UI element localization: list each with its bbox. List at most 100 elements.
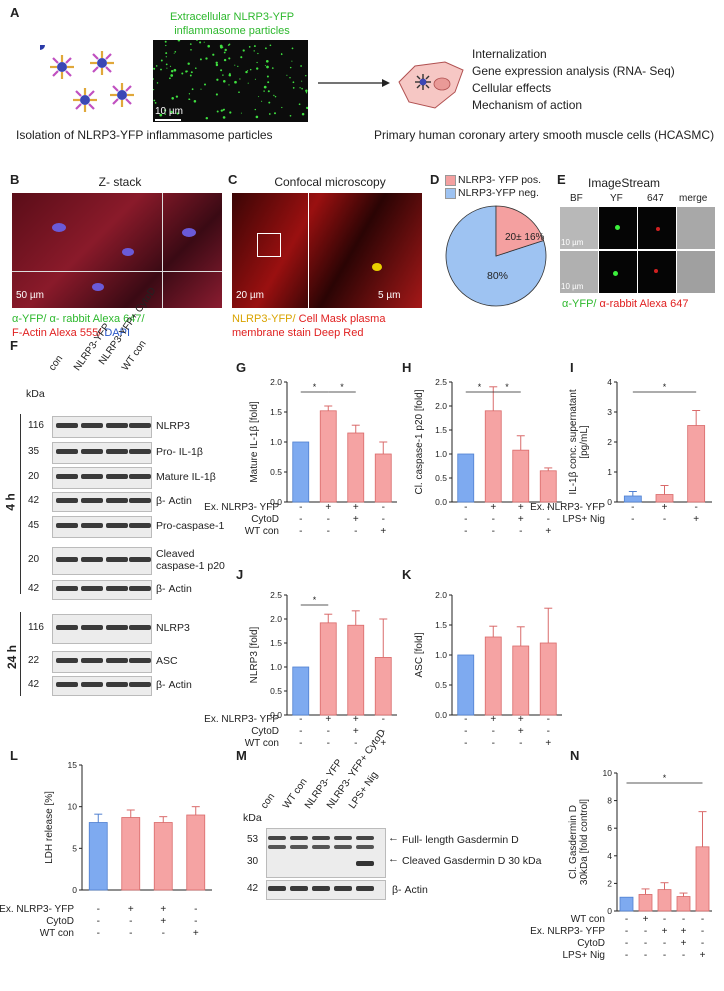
blot-band	[106, 557, 128, 562]
y-tick-label: 1.5	[270, 407, 282, 417]
condition-mark: -	[327, 526, 330, 537]
condition-mark: -	[327, 726, 330, 737]
blot-band	[81, 625, 103, 630]
legend-pos: NLRP3- YFP pos.	[458, 174, 542, 186]
condition-mark: -	[299, 514, 302, 525]
bar	[484, 410, 502, 503]
condition-mark: -	[644, 938, 647, 949]
blot-band	[81, 474, 103, 479]
y-tick-label: 2	[607, 878, 612, 888]
condition-mark: -	[701, 914, 704, 925]
particle-dot	[216, 78, 219, 81]
condition-mark: +	[353, 502, 359, 513]
significance-star: *	[340, 382, 344, 392]
blot-band	[106, 498, 128, 503]
condition-label: CytoD	[46, 916, 74, 927]
condition-mark: -	[625, 950, 628, 961]
panel-letter-a: A	[10, 5, 20, 20]
particle-dot	[187, 62, 190, 65]
blot-band	[129, 557, 151, 562]
blot-row-label: Mature IL-1β	[156, 471, 216, 483]
panel-letter-m: M	[236, 748, 247, 763]
particle-dot	[173, 52, 175, 54]
condition-mark: -	[625, 938, 628, 949]
particle-dot	[247, 70, 249, 72]
arrow-right-icon	[318, 79, 390, 87]
particle-dot	[160, 68, 162, 71]
condition-mark: -	[492, 738, 495, 749]
condition-mark: -	[97, 904, 100, 915]
particle-dot	[189, 43, 192, 45]
blot-band	[334, 886, 352, 891]
particle-dot	[223, 80, 226, 83]
bar	[347, 624, 365, 716]
bar	[347, 432, 365, 503]
particle-dot	[227, 44, 230, 46]
bar	[88, 822, 108, 891]
condition-mark: -	[492, 526, 495, 537]
condition-mark: +	[693, 514, 699, 525]
blot-band	[312, 886, 330, 891]
particle-dot	[306, 106, 308, 110]
condition-mark: -	[194, 916, 197, 927]
condition-mark: -	[464, 502, 467, 513]
particle-dot	[254, 78, 256, 80]
y-tick-label: 0.0	[270, 710, 282, 720]
particle-dot	[170, 110, 173, 113]
outcome-item: Internalization	[472, 47, 547, 61]
condition-mark: -	[354, 526, 357, 537]
particle-dot	[301, 80, 303, 82]
legend-c-yellow: NLRP3-YFP/	[232, 313, 296, 325]
condition-mark: -	[382, 726, 385, 737]
y-tick-label: 1.5	[435, 425, 447, 435]
condition-mark: -	[682, 950, 685, 961]
y-axis-label: Mature IL-1β [fold]	[249, 401, 260, 483]
condition-mark: +	[353, 514, 359, 525]
blot-band	[129, 449, 151, 454]
particle-dot	[256, 67, 259, 70]
condition-mark: -	[644, 950, 647, 961]
panel-letter-e: E	[557, 172, 566, 187]
particle-dot	[280, 53, 283, 56]
blot-band	[129, 682, 151, 687]
particle-dot	[267, 81, 270, 84]
y-tick-label: 0.0	[435, 710, 447, 720]
panel-letter-h: H	[402, 360, 412, 375]
bar	[374, 657, 392, 716]
condition-mark: +	[325, 714, 331, 725]
condition-mark: -	[701, 938, 704, 949]
condition-mark: +	[545, 526, 551, 537]
legend-pos-swatch	[445, 175, 456, 186]
particle-dot	[164, 113, 167, 115]
bar	[695, 846, 710, 912]
legend-e-green: α-YFP/	[562, 298, 597, 310]
particle-dot	[159, 113, 163, 117]
condition-label: WT con	[40, 928, 74, 939]
particle-dot	[299, 87, 301, 89]
kda-value: 20	[28, 554, 40, 565]
particle-dot	[266, 75, 269, 78]
blot-band	[129, 498, 151, 503]
particle-dot	[203, 41, 205, 43]
chart-h: 0.0 0.5 1.0 1.5 2.0 2.5 Cl. caspase-1 p20 [fol…	[414, 377, 562, 537]
scale-bar-e2: 10 µm	[561, 282, 584, 291]
significance-star: *	[663, 773, 667, 783]
condition-mark: +	[380, 526, 386, 537]
blot-band	[106, 658, 128, 663]
particle-dot	[237, 65, 239, 68]
particle-dot	[166, 67, 168, 69]
particle-dot	[268, 101, 271, 104]
particle-dot	[191, 88, 194, 91]
bar	[153, 822, 173, 891]
y-tick-label: 2.0	[435, 590, 447, 600]
panel-letter-k: K	[402, 567, 412, 582]
blot-band	[81, 498, 103, 503]
y-tick-label: 0.5	[270, 467, 282, 477]
condition-label: LPS+ Nig	[562, 950, 605, 961]
particle-dot	[196, 40, 198, 41]
particle-dot	[222, 116, 226, 119]
chart-n: 0 2 4 6 8 10 Cl. Gasdermin D 30kDa [fold contro…	[530, 768, 712, 961]
kda-value: 116	[28, 420, 44, 431]
condition-mark: +	[662, 926, 668, 937]
